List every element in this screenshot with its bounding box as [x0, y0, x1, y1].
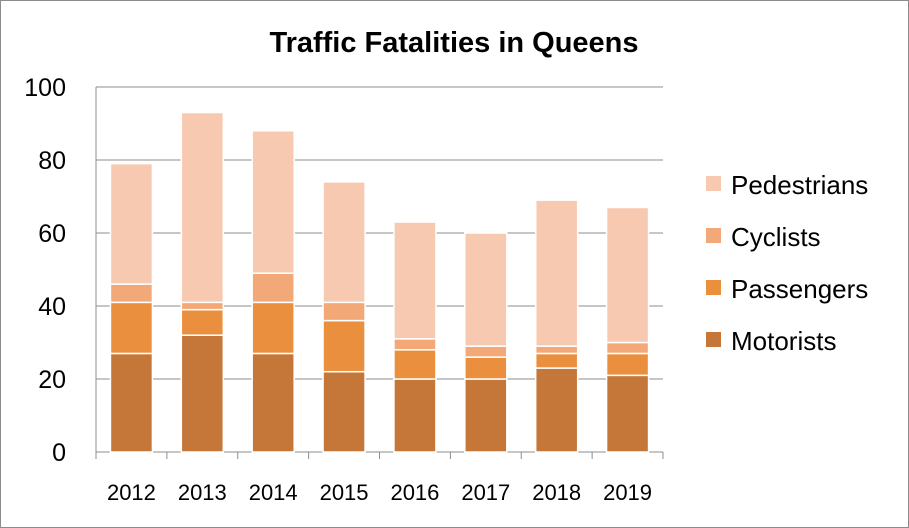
bar-segment-cyclists-2012: [109, 283, 154, 304]
bar-segment-motorists-2019: [605, 374, 650, 453]
x-tick-label: 2019: [603, 480, 652, 505]
y-tick-label: 60: [38, 220, 66, 248]
y-axis-ticks: 0 20 40 60 80 100: [24, 74, 66, 467]
legend-swatch-cyclists: [706, 228, 721, 243]
x-tick-label: 2014: [249, 480, 298, 505]
bar-segment-motorists-2012: [109, 352, 154, 453]
x-tick-label: 2012: [107, 480, 156, 505]
legend-label-pedestrians: Pedestrians: [731, 170, 868, 200]
bar-segment-passengers-2013: [180, 308, 225, 336]
bar-segment-pedestrians-2016: [393, 221, 437, 340]
bar-segment-passengers-2012: [109, 301, 154, 355]
x-tick-label: 2017: [461, 480, 510, 505]
bar-segment-pedestrians-2014: [251, 130, 295, 274]
bar-segment-passengers-2016: [393, 349, 437, 380]
bar-segment-cyclists-2017: [464, 345, 508, 358]
legend-label-passengers: Passengers: [731, 274, 868, 304]
bar-segment-pedestrians-2015: [322, 181, 366, 304]
bar-segment-pedestrians-2013: [180, 111, 225, 304]
bar-segment-passengers-2019: [605, 352, 650, 377]
y-tick-label: 0: [52, 439, 66, 467]
x-tick-label: 2018: [532, 480, 581, 505]
x-tick-label: 2015: [320, 480, 369, 505]
legend-swatch-passengers: [706, 280, 721, 295]
bar-segment-cyclists-2018: [534, 345, 579, 355]
bar-segment-passengers-2015: [322, 319, 366, 373]
bar-segment-cyclists-2013: [180, 301, 225, 311]
legend-label-motorists: Motorists: [731, 326, 836, 356]
x-tick-label: 2013: [178, 480, 227, 505]
bar-segment-pedestrians-2012: [109, 162, 154, 285]
x-tick-label: 2016: [390, 480, 439, 505]
bar-segment-passengers-2017: [464, 356, 508, 380]
x-axis: 2012 2013 2014 2015 2016 2017 2018 2019: [95, 87, 664, 505]
bar-segment-motorists-2013: [180, 334, 225, 453]
chart-title: Traffic Fatalities in Queens: [269, 27, 638, 59]
bar-segment-motorists-2016: [393, 378, 437, 453]
bar-segment-passengers-2014: [251, 301, 295, 355]
y-tick-label: 100: [24, 74, 66, 102]
y-tick-label: 80: [38, 147, 66, 175]
bar-segment-motorists-2015: [322, 370, 366, 453]
bar-segment-pedestrians-2017: [464, 232, 508, 347]
bar-segment-cyclists-2016: [393, 338, 437, 351]
bar-segment-cyclists-2015: [322, 301, 366, 322]
bar-segment-pedestrians-2019: [605, 206, 650, 344]
y-tick-label: 40: [38, 293, 66, 321]
bar-segment-cyclists-2019: [605, 341, 650, 355]
bar-segment-passengers-2018: [534, 352, 579, 369]
bar-segment-cyclists-2014: [251, 272, 295, 304]
legend-label-cyclists: Cyclists: [731, 222, 821, 252]
y-tick-label: 20: [38, 366, 66, 394]
legend: Pedestrians Cyclists Passengers Motorists: [706, 170, 868, 356]
legend-swatch-motorists: [706, 332, 721, 347]
bar-segment-pedestrians-2018: [534, 199, 579, 347]
bar-segment-motorists-2017: [464, 378, 508, 453]
bar-segment-motorists-2014: [251, 352, 295, 453]
legend-swatch-pedestrians: [706, 176, 721, 191]
bars: [109, 111, 650, 453]
bar-segment-motorists-2018: [534, 367, 579, 453]
